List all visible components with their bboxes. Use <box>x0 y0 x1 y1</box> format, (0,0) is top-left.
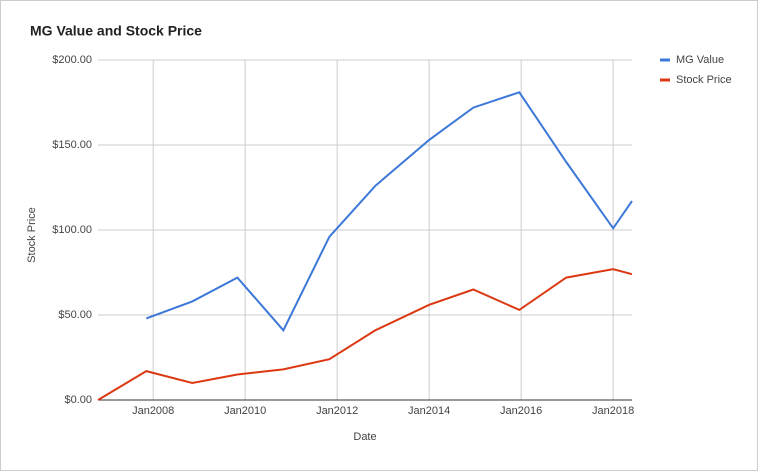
y-tick-label: $0.00 <box>64 394 92 406</box>
legend-label: MG Value <box>676 54 724 66</box>
y-axis-title: Stock Price <box>26 207 38 263</box>
series-line <box>145 91 633 333</box>
legend-label: Stock Price <box>676 74 732 86</box>
x-tick-label: Jan2014 <box>408 405 450 417</box>
chart-title: MG Value and Stock Price <box>30 23 202 39</box>
x-tick-label: Jan2010 <box>224 405 266 417</box>
y-tick-label: $150.00 <box>52 139 92 151</box>
y-tick-label: $50.00 <box>58 309 92 321</box>
x-tick-label: Jan2016 <box>500 405 542 417</box>
series-line <box>97 268 633 401</box>
x-tick-label: Jan2008 <box>132 405 174 417</box>
y-tick-label: $200.00 <box>52 54 92 66</box>
x-tick-label: Jan2018 <box>592 405 634 417</box>
x-axis-title: Date <box>353 431 376 443</box>
x-tick-label: Jan2012 <box>316 405 358 417</box>
y-tick-label: $100.00 <box>52 224 92 236</box>
